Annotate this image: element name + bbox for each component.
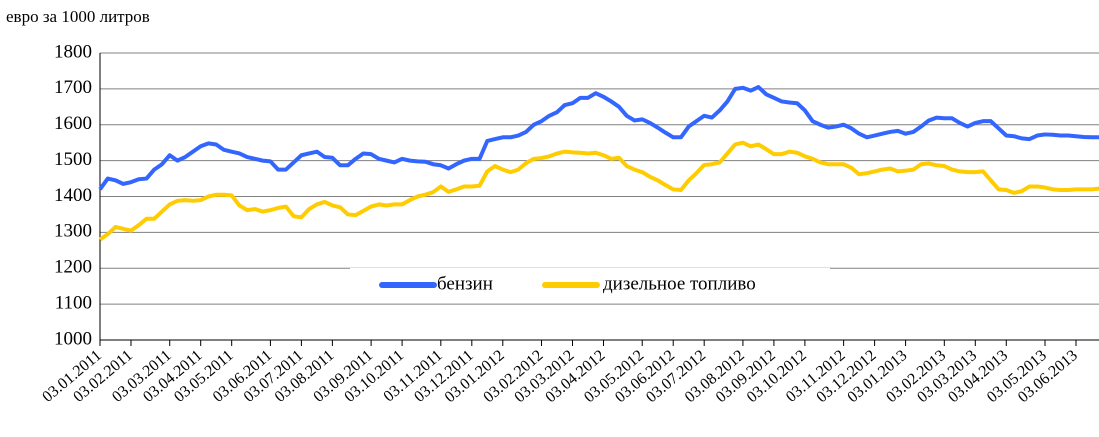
y-tick-label: 1600 — [54, 113, 92, 134]
y-tick-label: 1500 — [54, 149, 92, 170]
y-tick-label: 1800 — [54, 41, 92, 62]
legend-label: дизельное топливо — [603, 273, 756, 294]
y-tick-label: 1200 — [54, 257, 92, 278]
y-tick-label: 1300 — [54, 221, 92, 242]
y-tick-label: 1000 — [54, 328, 92, 349]
series-line — [98, 140, 1099, 242]
legend-label: бензин — [437, 273, 493, 294]
y-axis-label: евро за 1000 литров — [6, 7, 150, 26]
series-line — [98, 85, 1099, 191]
y-tick-label: 1100 — [55, 292, 92, 313]
y-tick-label: 1400 — [54, 185, 92, 206]
y-tick-label: 1700 — [54, 77, 92, 98]
